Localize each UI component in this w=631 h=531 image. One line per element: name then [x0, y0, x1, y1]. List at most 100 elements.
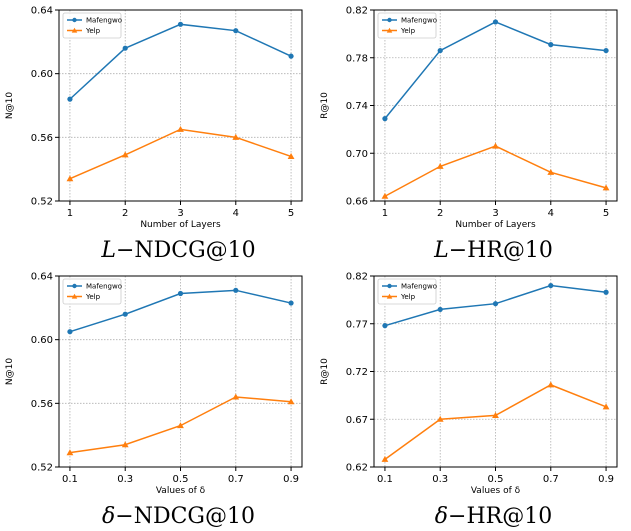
chart-panel: 0.1 0.3 0.5 0.7 0.9 0.62 0.67 0.72 0.77 0.82 Value…	[320, 272, 618, 529]
legend-marker	[71, 27, 78, 33]
x-tick-label: 3	[492, 208, 498, 219]
y-tick-label: 0.56	[31, 399, 53, 410]
mafengwo-point	[233, 28, 239, 34]
x-tick-label: 0.7	[543, 474, 559, 485]
legend-marker	[386, 27, 393, 33]
y-tick-label: 0.74	[346, 101, 368, 112]
caption-metric: NDCG@10	[134, 504, 255, 529]
yelp-point	[177, 422, 184, 429]
yelp-point	[492, 142, 499, 149]
x-tick-label: 0.3	[432, 474, 448, 485]
mafengwo-point	[492, 301, 499, 307]
panel-caption: δ−HR@10	[435, 504, 552, 529]
y-tick-label: 0.77	[346, 319, 368, 330]
yelp-point	[121, 441, 129, 448]
yelp-point	[602, 403, 610, 410]
mafengwo-point	[288, 53, 294, 59]
grid	[374, 9, 617, 202]
x-tick-label: 0.3	[117, 474, 133, 485]
y-tick-label: 0.52	[31, 197, 53, 208]
y-tick-label: 0.82	[346, 272, 368, 283]
y-tick-label: 0.72	[346, 367, 368, 378]
y-axis-label: R@10	[320, 358, 330, 385]
legend-marker	[72, 17, 77, 23]
yelp-point	[121, 151, 129, 158]
legend: Mafengwo Yelp	[377, 278, 437, 305]
grid	[59, 275, 302, 468]
x-tick-label: 4	[233, 208, 239, 219]
y-tick-label: 0.64	[31, 6, 53, 17]
legend-marker	[387, 17, 392, 23]
mafengwo-point	[382, 116, 388, 122]
mafengwo-point	[437, 306, 443, 313]
yelp-point	[232, 393, 240, 400]
y-tick-label: 0.82	[346, 6, 368, 17]
legend: Mafengwo Yelp	[62, 12, 122, 39]
legend: Mafengwo Yelp	[377, 12, 437, 39]
legend-marker	[71, 293, 78, 299]
caption-metric: NDCG@10	[134, 238, 255, 263]
legend: Mafengwo Yelp	[62, 278, 122, 305]
legend-marker	[386, 293, 393, 299]
panel-caption: δ−NDCG@10	[102, 504, 255, 529]
x-tick-label: 0.9	[598, 474, 614, 485]
y-tick-label: 0.60	[31, 335, 53, 346]
x-axis-label: Values of δ	[471, 486, 521, 496]
yelp-point	[381, 192, 389, 199]
caption-symbol: δ	[102, 504, 115, 529]
x-tick-label: 0.1	[377, 474, 393, 485]
y-axis-label: N@10	[5, 358, 15, 385]
y-tick-label: 0.64	[31, 272, 53, 283]
caption-symbol: δ	[435, 504, 448, 529]
x-tick-label: 0.7	[228, 474, 244, 485]
legend-label: Yelp	[400, 293, 416, 301]
y-axis-label: N@10	[5, 92, 15, 119]
y-tick-label: 0.62	[346, 463, 368, 474]
yelp-point	[287, 153, 295, 159]
caption-metric: HR@10	[467, 238, 553, 263]
yelp-point	[547, 381, 555, 388]
legend-label: Mafengwo	[86, 283, 122, 291]
mafengwo-point	[492, 19, 499, 25]
x-tick-label: 0.5	[488, 474, 504, 485]
caption-dash: −	[115, 504, 133, 529]
yelp-point	[381, 455, 389, 462]
caption-dash: −	[116, 238, 134, 263]
chart-panel: 1 2 3 4 5 0.66 0.70 0.74 0.78 0.82 Number of Layer…	[320, 6, 618, 263]
caption-metric: HR@10	[466, 504, 552, 529]
grid	[59, 9, 302, 202]
x-tick-label: 0.5	[173, 474, 189, 485]
y-tick-label: 0.60	[31, 69, 53, 80]
caption-dash: −	[448, 504, 466, 529]
x-axis-label: Number of Layers	[455, 220, 536, 230]
panel-caption: L−HR@10	[433, 238, 553, 263]
mafengwo-point	[177, 290, 184, 297]
mafengwo-point	[382, 323, 388, 329]
x-axis-label: Values of δ	[156, 486, 206, 496]
legend-label: Mafengwo	[401, 17, 437, 25]
legend-label: Mafengwo	[401, 283, 437, 291]
x-tick-label: 5	[288, 208, 294, 219]
chart-panel: 0.1 0.3 0.5 0.7 0.9 0.52 0.56 0.60 0.64 Values of…	[5, 272, 303, 529]
legend-label: Yelp	[85, 27, 101, 35]
legend-marker	[387, 283, 392, 289]
x-tick-label: 1	[67, 208, 73, 219]
yelp-point	[287, 398, 295, 405]
panel-caption: L−NDCG@10	[100, 238, 255, 263]
yelp-point	[66, 449, 74, 456]
y-tick-label: 0.70	[346, 149, 368, 160]
legend-marker	[72, 283, 77, 289]
yelp-point	[436, 162, 444, 169]
yelp-point	[602, 184, 610, 191]
y-axis-label: R@10	[320, 92, 330, 119]
y-tick-label: 0.67	[346, 415, 368, 426]
chart-panel: 1 2 3 4 5 0.52 0.56 0.60 0.64 Number of Layers N@1…	[5, 6, 303, 263]
x-tick-label: 2	[122, 208, 128, 219]
legend-label: Mafengwo	[86, 17, 122, 25]
mafengwo-point	[603, 289, 609, 295]
yelp-point	[436, 415, 444, 422]
mafengwo-point	[67, 96, 73, 102]
x-tick-label: 1	[382, 208, 388, 219]
mafengwo-point	[122, 311, 128, 317]
